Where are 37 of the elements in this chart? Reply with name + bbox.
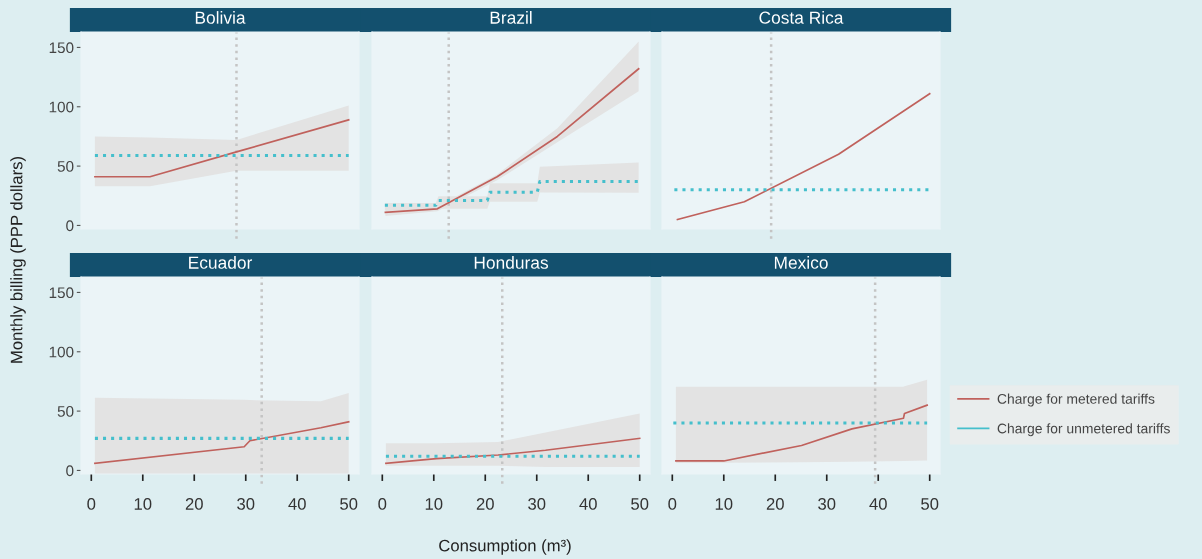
y-tick-label: 100	[49, 101, 74, 113]
x-axis-title: Consumption (m³)	[439, 539, 571, 555]
x-tick-label: 50	[340, 498, 358, 510]
x-tick-label: 20	[185, 498, 203, 510]
chart-title: Brazil	[490, 11, 532, 24]
y-tick-label: 50	[57, 405, 74, 417]
x-tick-label: 50	[631, 498, 649, 510]
y-tick-label: 150	[49, 42, 74, 54]
x-tick-label: 40	[579, 498, 597, 510]
y-tick-label: 0	[66, 465, 74, 477]
x-tick-label: 0	[87, 498, 96, 510]
x-tick-label: 20	[476, 498, 494, 510]
x-tick-label: 0	[378, 498, 387, 510]
x-tick-label: 0	[668, 498, 677, 510]
x-tick-label: 50	[921, 498, 939, 510]
y-tick-label: 0	[66, 220, 74, 232]
x-tick-label: 10	[715, 498, 733, 510]
x-tick-label: 30	[818, 498, 836, 510]
chart-title: Costa Rica	[759, 11, 844, 24]
x-tick-label: 30	[528, 498, 546, 510]
x-tick-label: 30	[237, 498, 255, 510]
x-tick-label: 20	[766, 498, 784, 510]
x-tick-label: 40	[288, 498, 306, 510]
chart-title: Mexico	[774, 256, 828, 269]
legend-label: Charge for unmetered tariffs	[997, 423, 1170, 437]
y-tick-label: 100	[49, 346, 74, 358]
x-tick-label: 40	[869, 498, 887, 510]
y-tick-label: 50	[57, 160, 74, 172]
x-tick-label: 10	[425, 498, 443, 510]
chart-title: Ecuador	[189, 256, 253, 269]
y-tick-label: 150	[49, 287, 74, 299]
legend-label: Charge for metered tariffs	[997, 393, 1155, 407]
line-series	[94, 420, 350, 465]
chart-title: Bolivia	[195, 11, 246, 24]
y-axis-title: Monthly billing (PPP dollars)	[10, 156, 26, 363]
chart-title: Honduras	[474, 256, 549, 269]
x-tick-label: 10	[134, 498, 152, 510]
